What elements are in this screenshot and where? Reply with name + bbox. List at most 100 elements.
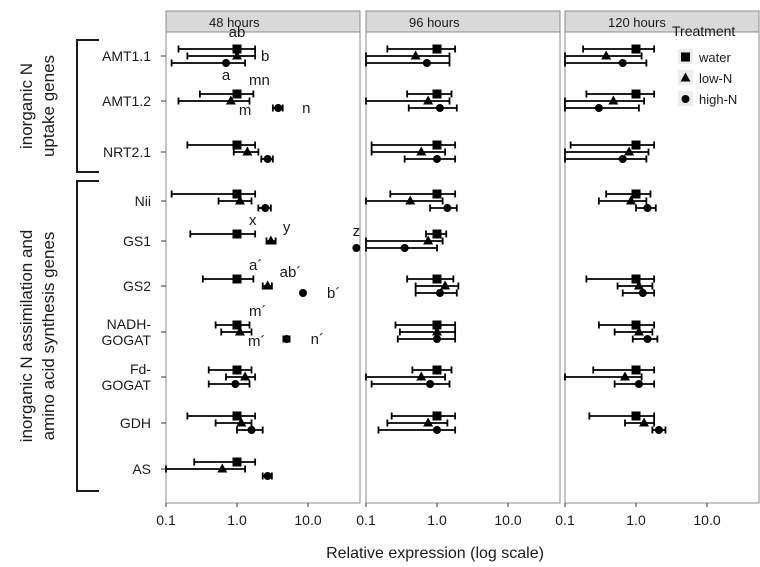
legend-label-high-n: high-N bbox=[699, 92, 737, 107]
data-point-water bbox=[432, 229, 442, 239]
data-point-low-n bbox=[423, 417, 434, 427]
data-point-water bbox=[432, 89, 442, 99]
significance-label: n bbox=[302, 100, 310, 117]
significance-label: m´ bbox=[249, 303, 267, 320]
legend-key-low-n bbox=[680, 72, 691, 82]
data-point-low-n bbox=[423, 95, 434, 105]
data-point-high-n bbox=[433, 155, 441, 163]
data-point-high-n bbox=[654, 426, 663, 434]
gene-label-nadh-gogat: NADH-GOGAT bbox=[101, 316, 151, 348]
panel-0-frame bbox=[165, 31, 361, 504]
data-point-water bbox=[232, 44, 242, 54]
significance-label: b bbox=[261, 48, 269, 65]
group-label-1: inorganic N assimilation and amino acid s… bbox=[17, 230, 58, 443]
data-point-high-n bbox=[282, 335, 291, 343]
data-point-water bbox=[232, 411, 242, 421]
data-point-high-n bbox=[634, 380, 643, 388]
data-point-low-n bbox=[633, 326, 644, 336]
significance-label: ab´ bbox=[280, 264, 302, 281]
data-point-high-n bbox=[222, 59, 231, 67]
data-point-water bbox=[432, 140, 442, 150]
data-point-water bbox=[631, 274, 641, 284]
data-point-water bbox=[432, 320, 442, 330]
gene-label-gs1: GS1 bbox=[123, 233, 151, 249]
gene-label-fd-gogat: Fd-GOGAT bbox=[101, 361, 151, 393]
legend-layer: Treatment water low-N high-N bbox=[672, 23, 737, 107]
panel-2-title: 120 hours bbox=[608, 15, 666, 30]
data-point-water bbox=[631, 189, 641, 199]
data-point-high-n bbox=[352, 244, 361, 252]
data-point-water bbox=[432, 44, 442, 54]
data-point-high-n bbox=[261, 204, 270, 212]
data-point-water bbox=[432, 365, 442, 375]
data-point-water bbox=[232, 365, 242, 375]
gene-label-gdh: GDH bbox=[120, 415, 151, 431]
series-high-n bbox=[170, 59, 667, 480]
x-tick-label: 0.1 bbox=[356, 512, 376, 528]
data-point-high-n bbox=[435, 104, 444, 112]
data-point-low-n bbox=[639, 417, 650, 427]
significance-label: mn bbox=[249, 72, 270, 89]
data-point-high-n bbox=[618, 155, 627, 163]
group-bracket-1 bbox=[76, 180, 99, 492]
data-point-low-n bbox=[608, 95, 619, 105]
data-point-water bbox=[631, 89, 641, 99]
data-point-high-n bbox=[443, 204, 452, 212]
gene-label-nii: Nii bbox=[135, 193, 151, 209]
data-point-low-n bbox=[225, 95, 236, 105]
data-point-high-n bbox=[422, 59, 431, 67]
legend-key-high-n bbox=[681, 95, 690, 103]
data-point-low-n bbox=[601, 50, 612, 60]
data-point-low-n bbox=[232, 50, 242, 60]
data-point-water bbox=[631, 320, 641, 330]
data-point-water bbox=[631, 411, 641, 421]
data-point-high-n bbox=[426, 380, 435, 388]
data-point-low-n bbox=[625, 195, 636, 205]
x-axis-title: Relative expression (log scale) bbox=[326, 545, 544, 562]
data-point-high-n bbox=[400, 244, 409, 252]
data-point-high-n bbox=[274, 104, 283, 112]
data-point-low-n bbox=[624, 146, 635, 156]
data-point-low-n bbox=[242, 146, 253, 156]
x-tick-label: 10.0 bbox=[294, 512, 321, 528]
data-point-high-n bbox=[433, 426, 441, 434]
data-point-high-n bbox=[433, 335, 441, 343]
data-point-high-n bbox=[263, 155, 272, 163]
gene-label-gs2: GS2 bbox=[123, 278, 151, 294]
significance-label: a bbox=[222, 67, 231, 84]
data-point-high-n bbox=[638, 289, 647, 297]
data-point-water bbox=[232, 140, 242, 150]
data-point-low-n bbox=[265, 235, 276, 245]
data-point-water bbox=[631, 140, 641, 150]
x-tick-label: 0.1 bbox=[156, 512, 176, 528]
group-bracket-0 bbox=[76, 39, 99, 173]
gene-label-as: AS bbox=[132, 461, 151, 477]
data-point-low-n bbox=[217, 463, 228, 473]
panel-1-frame bbox=[365, 31, 561, 504]
data-point-high-n bbox=[263, 472, 272, 480]
data-point-low-n bbox=[262, 280, 273, 290]
data-point-low-n bbox=[416, 146, 427, 156]
gene-label-nrt2-1: NRT2.1 bbox=[103, 144, 151, 160]
data-point-high-n bbox=[618, 59, 627, 67]
significance-label: n´ bbox=[311, 331, 324, 348]
panel-1-title: 96 hours bbox=[409, 15, 460, 30]
significance-label: x bbox=[249, 212, 257, 229]
panel-2-strip bbox=[564, 10, 760, 33]
data-point-water bbox=[631, 365, 641, 375]
significance-label: y bbox=[283, 219, 291, 236]
legend-title: Treatment bbox=[672, 23, 735, 39]
data-point-low-n bbox=[410, 50, 421, 60]
data-point-low-n bbox=[240, 371, 251, 381]
data-point-water bbox=[232, 274, 242, 284]
data-point-high-n bbox=[435, 289, 444, 297]
legend-label-water: water bbox=[698, 50, 731, 65]
significance-label: m´ bbox=[248, 333, 266, 350]
significance-label: m bbox=[239, 102, 252, 119]
data-point-water bbox=[432, 411, 442, 421]
data-point-water bbox=[232, 457, 242, 467]
data-point-low-n bbox=[432, 326, 442, 336]
x-tick-label: 10.0 bbox=[693, 512, 720, 528]
data-point-low-n bbox=[234, 326, 245, 336]
